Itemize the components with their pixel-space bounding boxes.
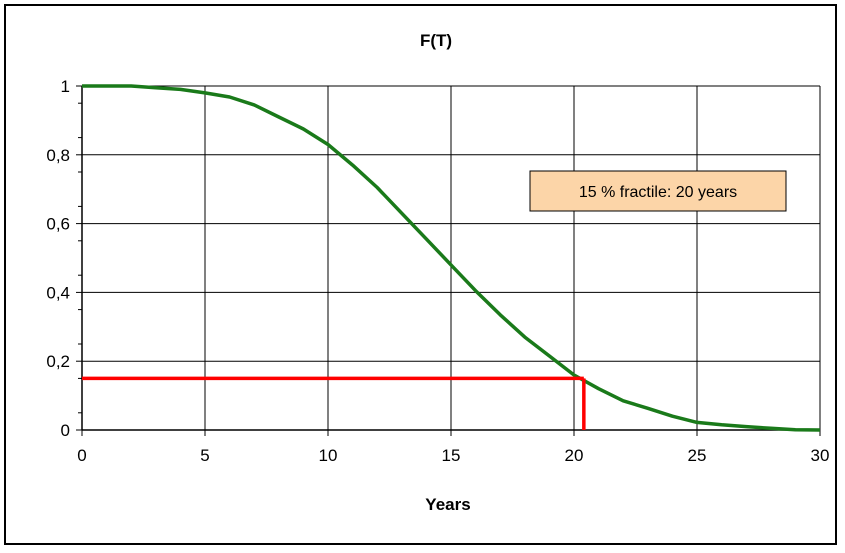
fractile-marker — [82, 376, 586, 430]
x-tick-label: 25 — [688, 446, 707, 465]
x-tick-label: 15 — [442, 446, 461, 465]
y-tick-label: 0 — [61, 421, 70, 440]
x-tick-label: 0 — [77, 446, 86, 465]
annotation-box — [529, 170, 787, 212]
annotation-text: 15 % fractile: 20 years — [579, 184, 737, 201]
x-tick-label: 20 — [565, 446, 584, 465]
chart-title: F(T) — [420, 31, 452, 50]
series-layer — [82, 84, 821, 432]
x-axis-label: Years — [425, 495, 470, 514]
x-tick-label: 5 — [200, 446, 209, 465]
x-tick-label: 30 — [811, 446, 830, 465]
tick-labels: 00,20,40,60,810 5 10 15 20 25 30 — [46, 77, 829, 465]
x-tick-label: 10 — [319, 446, 338, 465]
y-tick-label: 0,2 — [46, 352, 70, 371]
y-tick-label: 0,8 — [46, 146, 70, 165]
axes — [76, 85, 821, 436]
y-tick-label: 0,6 — [46, 215, 70, 234]
y-tick-label: 1 — [61, 77, 70, 96]
series-line — [82, 84, 821, 432]
y-tick-label: 0,4 — [46, 283, 70, 302]
annotation: 15 % fractile: 20 years — [529, 170, 787, 212]
